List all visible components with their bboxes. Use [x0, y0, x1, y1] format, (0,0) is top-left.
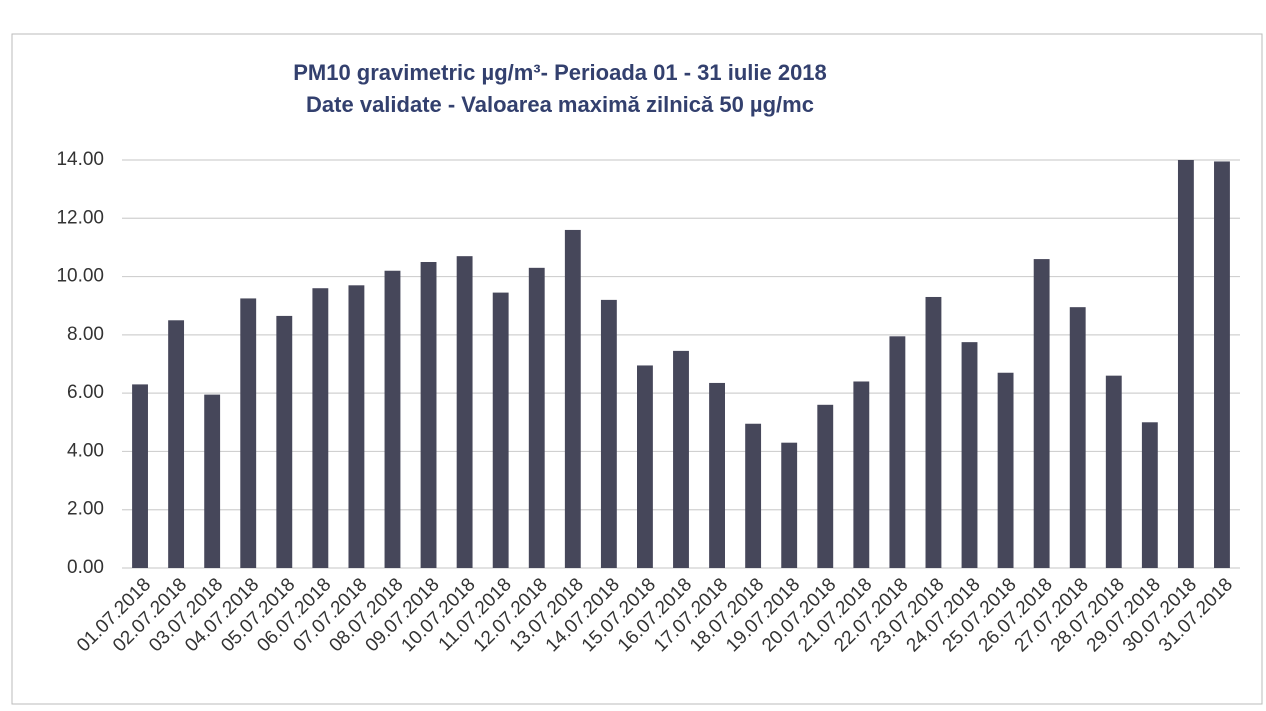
y-tick-label: 6.00	[67, 382, 104, 403]
bar	[673, 350, 689, 568]
y-tick-label: 14.00	[56, 149, 104, 170]
bar	[1141, 422, 1158, 568]
bar	[528, 267, 545, 568]
bar	[456, 256, 473, 568]
chart-frame	[11, 33, 1263, 705]
bar	[817, 404, 834, 568]
bar	[564, 229, 581, 568]
y-tick-label: 0.00	[67, 557, 104, 578]
bar	[600, 299, 617, 568]
bar	[709, 382, 725, 568]
bar	[204, 394, 221, 568]
bar	[925, 296, 942, 568]
bar	[132, 384, 148, 568]
bar	[853, 381, 870, 568]
bar	[997, 372, 1014, 568]
bar	[312, 288, 329, 568]
bar	[168, 320, 185, 568]
bar	[1214, 161, 1230, 568]
bar	[348, 285, 365, 568]
bar	[637, 365, 653, 568]
bar	[1033, 259, 1050, 568]
bar	[240, 298, 257, 568]
y-tick-label: 2.00	[67, 499, 104, 520]
bar	[781, 442, 798, 568]
bar	[889, 336, 906, 568]
bar	[961, 342, 978, 568]
y-tick-label: 10.00	[56, 266, 104, 287]
chart-subtitle: Date validate - Valoarea maximă zilnică …	[306, 92, 814, 117]
y-tick-label: 4.00	[67, 440, 104, 461]
y-tick-label: 12.00	[56, 207, 104, 228]
bar	[1177, 160, 1194, 568]
bar	[384, 270, 401, 568]
bar	[1105, 375, 1122, 568]
bar	[276, 315, 293, 568]
bar	[745, 423, 762, 568]
bar	[1069, 307, 1086, 568]
bar	[492, 292, 509, 568]
y-tick-label: 8.00	[67, 324, 104, 345]
chart-title: PM10 gravimetric µg/m³- Perioada 01 - 31…	[293, 60, 827, 85]
bar	[420, 262, 437, 568]
